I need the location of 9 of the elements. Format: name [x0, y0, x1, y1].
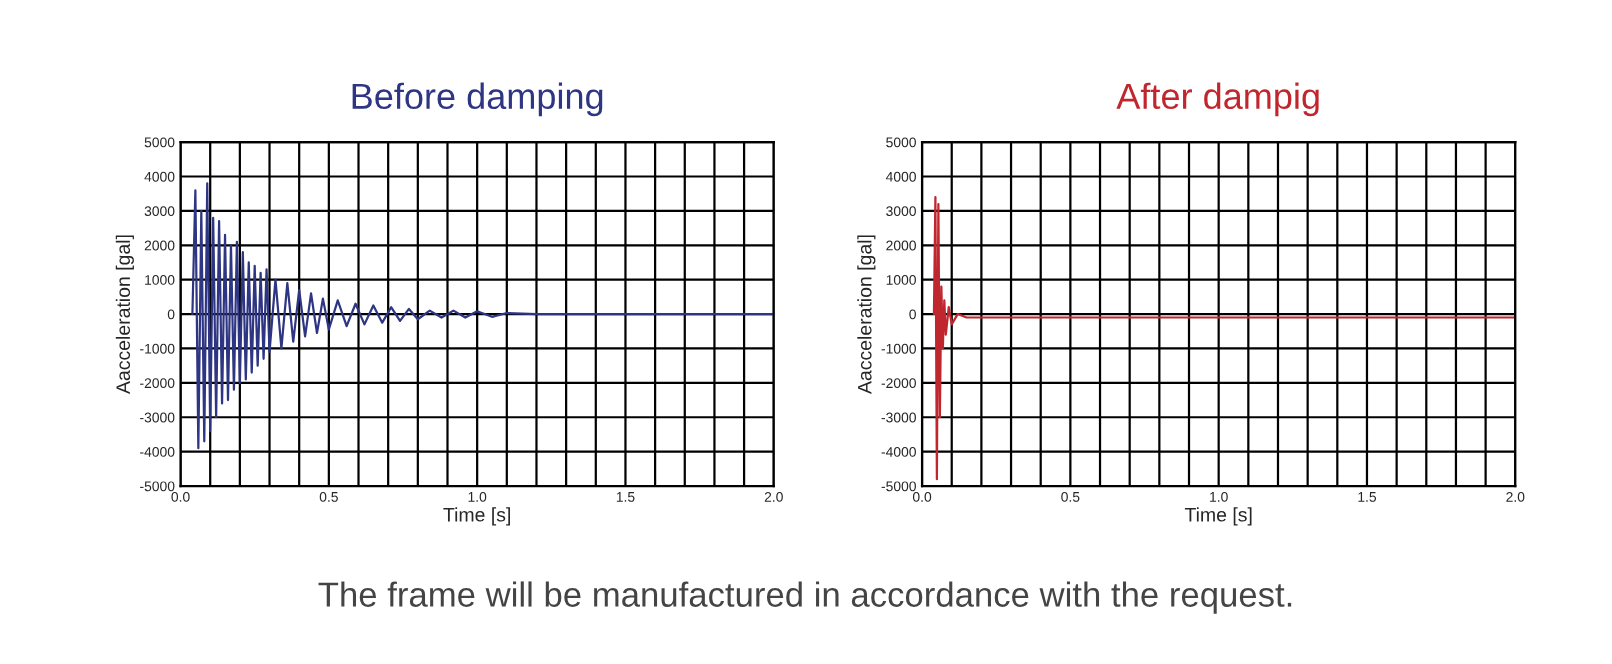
y-axis-title: Aacceleration [gal] [115, 235, 134, 395]
x-axis-title: Time [s] [1184, 507, 1252, 526]
line-series [191, 182, 774, 450]
line-series [932, 196, 1516, 481]
y-axis-title: Aacceleration [gal] [857, 235, 876, 395]
chart-title: After dampig [1116, 82, 1319, 117]
chart-title: Before damping [352, 82, 603, 117]
x-axis-title: Time [s] [443, 507, 510, 526]
text: The frame will be manufactured in accordance with the request. [318, 581, 1292, 614]
